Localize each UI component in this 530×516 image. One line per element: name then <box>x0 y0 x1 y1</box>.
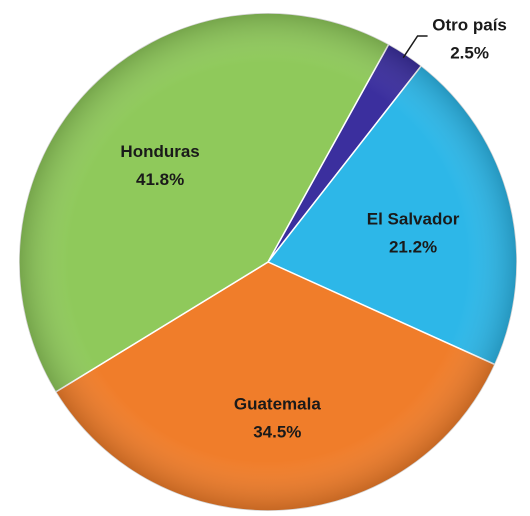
slice-label: El Salvador <box>367 210 460 229</box>
leader-line <box>402 35 428 59</box>
value-label: 41.8% <box>136 170 184 189</box>
slice-label: Honduras <box>120 142 199 161</box>
slice-label: Otro país <box>432 16 507 35</box>
value-label: 21.2% <box>389 238 437 257</box>
value-label: 2.5% <box>450 44 489 63</box>
value-label: 34.5% <box>253 423 301 442</box>
slice-label: Guatemala <box>234 395 321 414</box>
